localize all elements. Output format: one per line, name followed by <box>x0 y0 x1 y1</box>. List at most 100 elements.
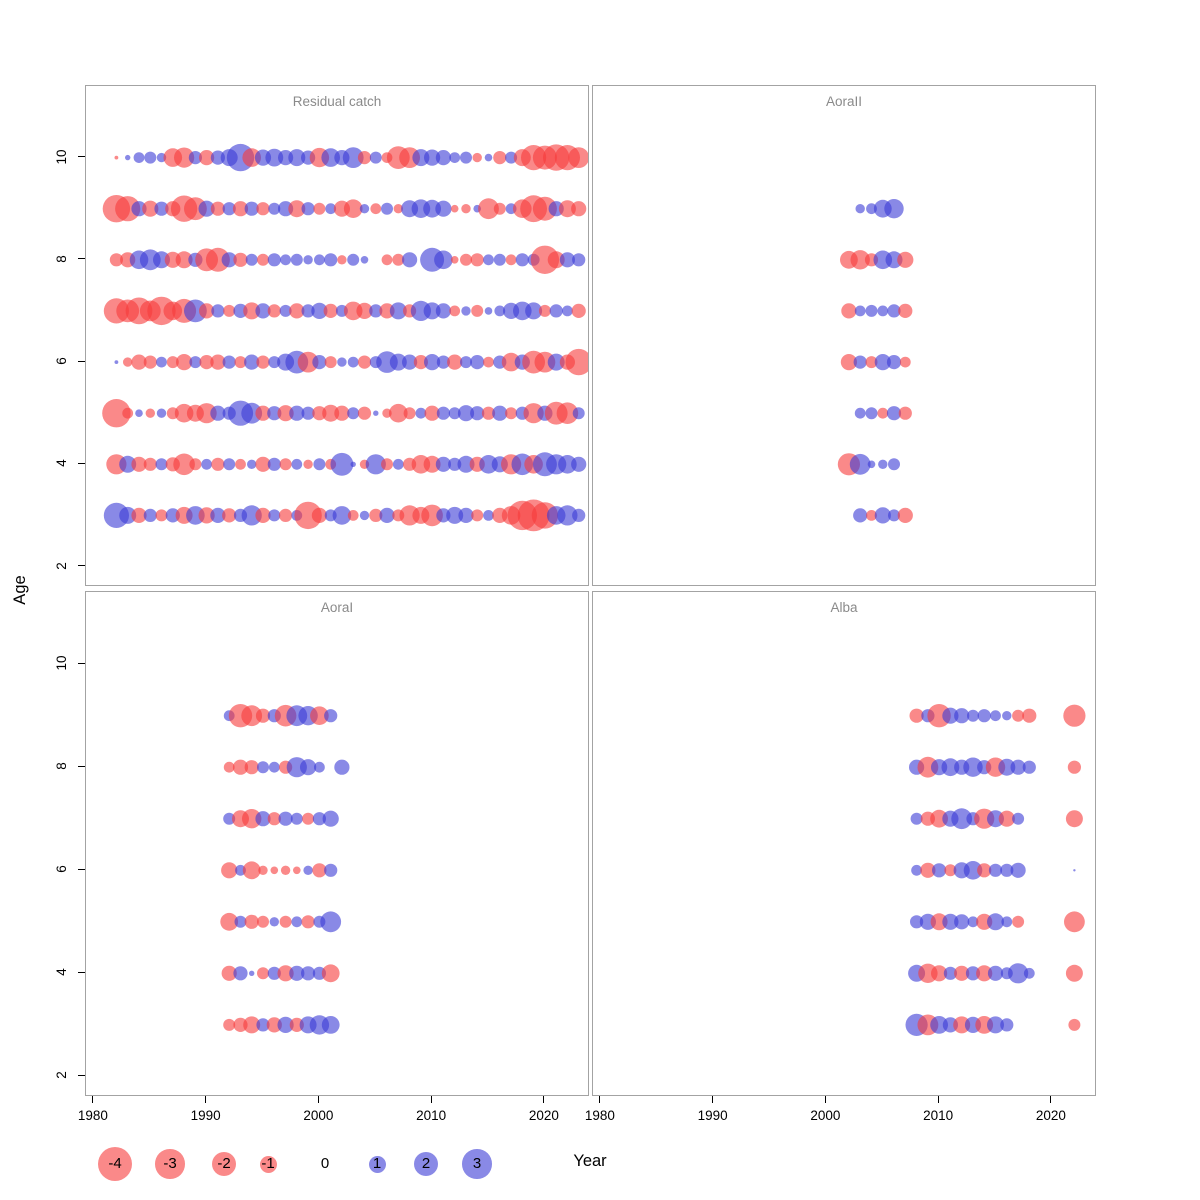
bubble <box>301 304 315 318</box>
bubble <box>493 253 506 266</box>
bubble <box>484 307 493 315</box>
bubble <box>898 303 913 318</box>
y-tick-label: 8 <box>54 255 69 263</box>
bubble <box>1022 708 1037 723</box>
bubble <box>558 455 577 474</box>
bubble <box>359 510 370 521</box>
bubble <box>242 148 261 167</box>
bubble <box>874 354 891 371</box>
bubble <box>201 458 212 470</box>
bubble <box>233 252 248 267</box>
bubble <box>494 305 506 317</box>
bubble <box>322 810 339 827</box>
bubble <box>114 360 119 364</box>
bubble <box>233 966 248 981</box>
bubble <box>359 204 370 214</box>
bubble <box>277 1016 294 1033</box>
bubble <box>1000 863 1014 877</box>
bubble <box>267 304 281 318</box>
bubble <box>337 255 347 265</box>
bubble <box>279 508 293 522</box>
bubble <box>312 355 327 370</box>
bubble <box>356 302 373 319</box>
bubble <box>312 812 326 826</box>
bubble <box>188 151 202 165</box>
bubble <box>255 507 271 523</box>
y-tick-label: 6 <box>54 865 69 874</box>
y-tick-mark <box>78 156 85 158</box>
panel-alba: Alba <box>592 591 1096 1096</box>
bubble <box>987 810 1004 828</box>
bubble <box>279 304 292 317</box>
bubble <box>369 151 382 164</box>
bubble <box>370 203 382 215</box>
bubble <box>909 708 924 723</box>
bubble <box>886 406 902 421</box>
bubble <box>878 459 888 469</box>
bubble <box>153 251 170 269</box>
bubble <box>221 862 238 879</box>
bubble <box>967 709 979 722</box>
bubble <box>290 253 303 266</box>
bubble <box>288 149 306 167</box>
bubble <box>135 409 143 418</box>
bubble <box>435 303 451 319</box>
legend-bubble-negative <box>211 1151 236 1176</box>
bubble <box>144 151 157 164</box>
bubble <box>320 911 342 933</box>
bubble <box>867 460 876 469</box>
bubble <box>133 152 145 163</box>
bubble <box>886 355 902 370</box>
bubble <box>853 355 867 369</box>
bubble <box>322 404 340 422</box>
bubble <box>334 405 350 421</box>
bubble <box>547 353 565 371</box>
bubble <box>849 453 871 475</box>
bubble <box>1012 812 1025 825</box>
bubble <box>987 913 1004 931</box>
bubble <box>235 458 246 470</box>
bubble <box>381 254 393 266</box>
bubble <box>954 914 970 930</box>
bubble <box>449 305 461 317</box>
bubble <box>312 406 327 421</box>
bubble <box>1068 1018 1081 1031</box>
bubble <box>266 1017 282 1033</box>
bubble <box>249 970 255 976</box>
bubble <box>350 461 356 467</box>
bubble <box>223 304 236 317</box>
bubble <box>143 355 157 369</box>
bubble <box>232 759 249 775</box>
bubble <box>330 452 354 476</box>
bubble <box>449 152 461 163</box>
y-tick-mark <box>78 462 85 464</box>
bubble <box>446 506 464 524</box>
bubble <box>434 250 453 270</box>
bubble <box>571 456 587 472</box>
bubble <box>131 507 147 523</box>
bubble <box>288 200 306 218</box>
bubble <box>470 406 485 421</box>
y-tick-label: 2 <box>54 1071 69 1080</box>
bubble <box>562 305 573 317</box>
legend-bubble-negative <box>259 1155 277 1173</box>
bubble <box>255 405 271 421</box>
bubble <box>424 149 441 166</box>
bubble <box>277 405 294 422</box>
bubble <box>255 303 271 319</box>
bubble <box>493 202 506 215</box>
bubble <box>559 252 575 268</box>
x-tick-mark <box>317 1096 319 1103</box>
legend-label: -2 <box>217 1155 231 1172</box>
bubble <box>911 864 922 876</box>
bubble <box>223 812 236 825</box>
bubble <box>558 200 576 218</box>
legend-bubble-positive <box>462 1149 492 1179</box>
bubble <box>210 201 225 216</box>
bubble <box>483 356 494 368</box>
bubble <box>244 201 259 216</box>
legend-bubble-positive <box>368 1155 386 1173</box>
bubble <box>435 200 452 217</box>
bubble <box>483 510 494 521</box>
bubble <box>1064 911 1085 933</box>
